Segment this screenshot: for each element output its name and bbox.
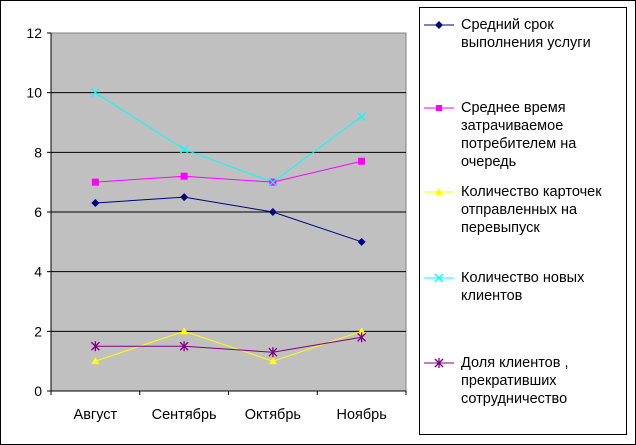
y-tick-label: 6 xyxy=(34,204,42,220)
legend-label: Средний срок выполнения услуги xyxy=(461,17,591,51)
data-point xyxy=(179,341,189,352)
x-tick-label: Август xyxy=(74,407,118,423)
legend-marker-diamond-icon xyxy=(424,21,454,29)
y-tick-label: 10 xyxy=(26,85,42,101)
legend-marker-star-icon xyxy=(424,358,454,368)
data-point xyxy=(268,357,277,365)
x-tick-label: Октябрь xyxy=(245,407,301,423)
data-point xyxy=(91,199,100,208)
legend-label: Количество новых клиентов xyxy=(461,270,585,304)
legend-label: Количество карточек отправленных на пере… xyxy=(461,184,602,236)
legend-label: Доля клиентов , прекративших сотрудничес… xyxy=(461,355,569,407)
series-line-1 xyxy=(95,160,362,183)
data-point xyxy=(91,357,100,365)
data-point xyxy=(180,193,189,202)
y-tick-label: 8 xyxy=(34,144,42,160)
legend-marker-triangle-icon xyxy=(424,188,454,195)
series-line-4 xyxy=(95,336,362,353)
x-tick-label: Ноябрь xyxy=(336,407,386,423)
data-point xyxy=(357,327,366,335)
data-point xyxy=(180,172,188,180)
data-point xyxy=(268,347,278,358)
data-point xyxy=(357,112,367,121)
data-point xyxy=(180,327,189,335)
data-point xyxy=(268,208,277,216)
y-tick-label: 4 xyxy=(34,264,42,280)
data-point xyxy=(268,177,278,187)
data-point xyxy=(357,237,366,246)
series-line-0 xyxy=(95,196,362,243)
line-chart: 0 2 4 6 8 10 12 Август Сентябрь Октябрь Ноябрь xyxy=(26,25,407,423)
legend: Средний срок выполнения услуги Среднее в… xyxy=(419,7,627,435)
data-point xyxy=(90,88,100,98)
series-line-3 xyxy=(95,92,362,183)
data-point xyxy=(357,332,367,343)
y-tick-label: 0 xyxy=(34,383,42,399)
y-tick-label: 12 xyxy=(26,25,42,41)
data-point xyxy=(179,144,189,154)
legend-label: Среднее время затрачиваемое потребителем… xyxy=(461,100,577,170)
y-tick-label: 2 xyxy=(34,323,42,339)
data-point xyxy=(358,157,366,165)
data-point xyxy=(90,341,100,352)
legend-marker-square-icon xyxy=(424,105,454,111)
legend-marker-x-icon xyxy=(424,273,454,283)
x-tick-label: Сентябрь xyxy=(152,407,217,423)
data-point xyxy=(91,178,99,186)
